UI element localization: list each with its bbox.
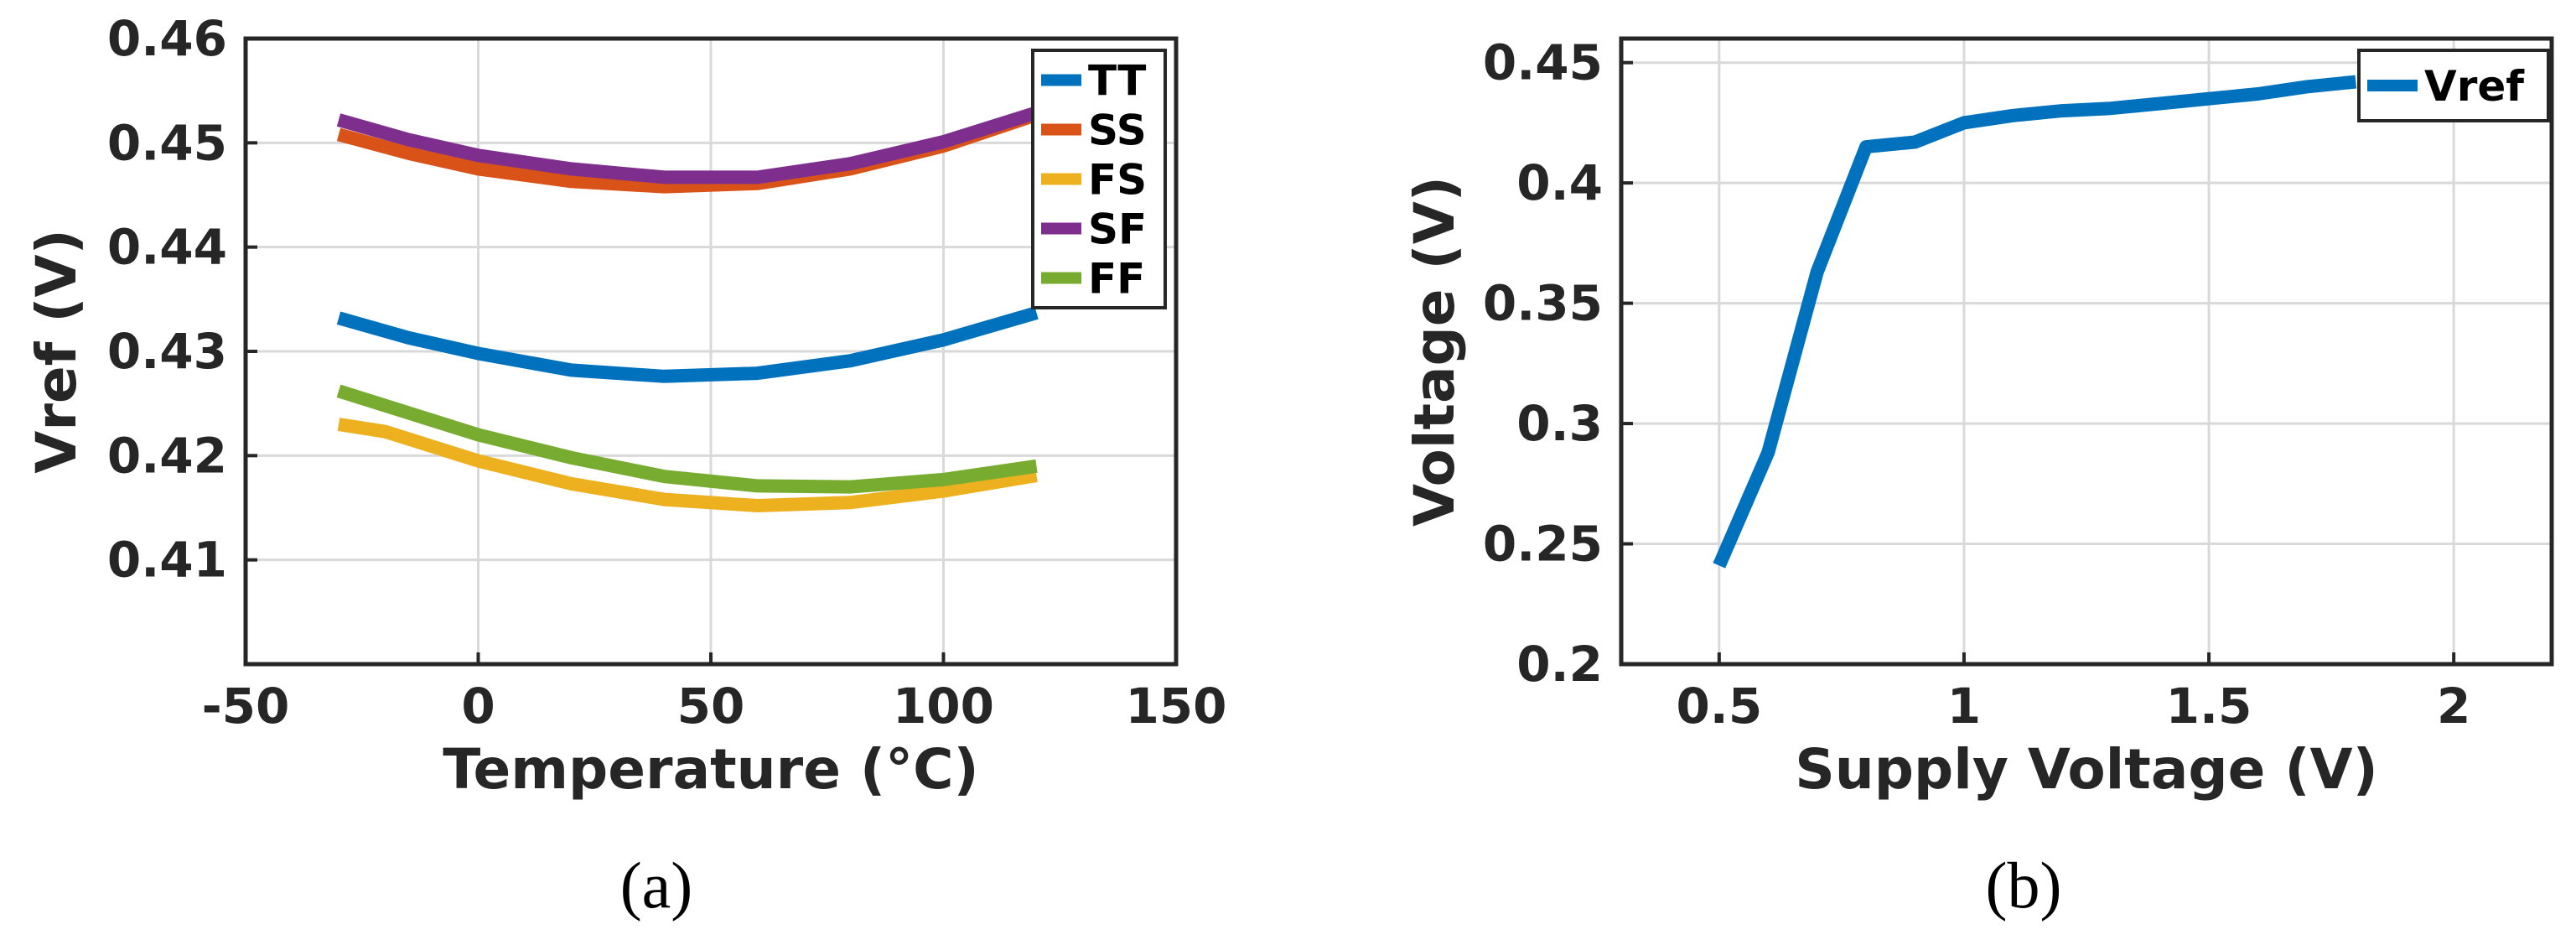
- legend-box: [2357, 49, 2550, 122]
- y-tick-label: 0.25: [1483, 516, 1603, 573]
- y-axis-label: Vref (V): [24, 229, 89, 474]
- series-line-ff: [336, 384, 1038, 494]
- chart-supply-voltage: 0.5 1 1.5 2 0.2 0.25 0.3 0.35 0.4 0.45 Supply Volt…: [1402, 34, 2554, 922]
- x-tick-label: 1.5: [2166, 678, 2252, 735]
- series-line-vref: [1713, 75, 2357, 569]
- y-tick-label: 0.35: [1483, 275, 1603, 332]
- y-tick-label: 0.45: [107, 114, 227, 171]
- chart-temperature-vref: -50 0 50 100 150 0.41 0.42 0.43 0.44 0.45 0.46 Temp…: [24, 10, 1227, 922]
- x-tick-label: 50: [677, 678, 745, 735]
- series-line-fs: [337, 418, 1038, 512]
- y-tick-label: 0.43: [107, 323, 227, 380]
- y-tick-label: 0.42: [107, 427, 227, 484]
- x-tick-label: 100: [893, 678, 994, 735]
- legend-label-vref: Vref: [2424, 62, 2525, 111]
- x-axis-label: Supply Voltage (V): [1795, 737, 2378, 802]
- x-tick-label: -50: [202, 678, 290, 735]
- legend-label-tt: TT: [1088, 57, 1146, 106]
- legend-label-fs: FS: [1088, 156, 1147, 205]
- plot-frame: [1619, 36, 2554, 667]
- y-tick-label: 0.3: [1516, 395, 1603, 452]
- y-tick-label: 0.41: [107, 532, 227, 589]
- y-axis-label: Voltage (V): [1402, 176, 1467, 527]
- legend-label-ff: FF: [1088, 255, 1145, 304]
- x-tick-label: 1: [1947, 678, 1981, 735]
- x-tick-label: 0: [461, 678, 495, 735]
- y-tick-label: 0.4: [1516, 154, 1603, 211]
- series-line-tt: [336, 306, 1039, 383]
- figure-caption: (b): [1986, 849, 2062, 922]
- y-tick-label: 0.2: [1516, 636, 1603, 693]
- x-tick-label: 150: [1125, 678, 1226, 735]
- x-tick-label: 2: [2437, 678, 2470, 735]
- x-tick-label: 0.5: [1676, 678, 1762, 735]
- legend: Vref: [2357, 49, 2550, 122]
- x-axis-label: Temperature (°C): [443, 737, 978, 802]
- legend-label-sf: SF: [1088, 205, 1147, 254]
- y-tick-label: 0.46: [107, 10, 227, 67]
- y-tick-label: 0.45: [1483, 34, 1603, 91]
- series-line-sf: [336, 106, 1039, 184]
- y-tick-label: 0.44: [107, 219, 227, 276]
- figure-caption: (a): [620, 849, 693, 922]
- legend-label-ss: SS: [1088, 106, 1147, 155]
